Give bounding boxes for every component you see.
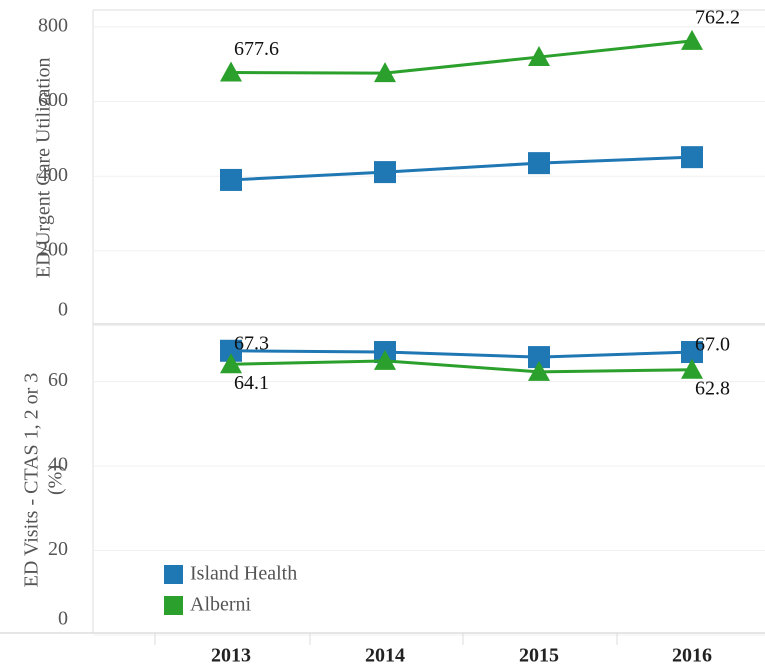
marker <box>681 29 703 50</box>
marker <box>220 61 242 82</box>
legend-label: Alberni <box>190 594 252 616</box>
series-line <box>230 39 693 75</box>
y-axis-title: ED/Urgent Care Utilization <box>33 57 55 278</box>
series-line <box>230 349 693 359</box>
legend-swatch <box>164 596 183 615</box>
marker <box>220 353 242 374</box>
marker <box>374 349 396 370</box>
marker <box>528 346 550 369</box>
y-tick-label: 800 <box>38 14 68 36</box>
marker <box>681 358 703 379</box>
marker <box>681 146 703 169</box>
marker <box>528 360 550 381</box>
data-label: 67.0 <box>695 334 730 356</box>
marker <box>374 62 396 83</box>
x-tick-label: 2013 <box>211 645 251 667</box>
y-tick-label: 200 <box>38 238 68 260</box>
y-tick-label: 40 <box>48 454 68 476</box>
data-label: 677.6 <box>234 38 279 60</box>
data-label: 67.3 <box>234 332 269 354</box>
x-tick-label: 2015 <box>519 645 559 667</box>
legend-label: Island Health <box>190 563 297 585</box>
legend-swatch <box>164 565 183 584</box>
data-label: 62.8 <box>695 377 730 399</box>
marker <box>220 168 242 191</box>
x-tick-label: 2016 <box>672 645 712 667</box>
marker <box>220 339 242 362</box>
y-axis-title: (%) <box>45 465 67 495</box>
series-line <box>230 155 693 182</box>
y-tick-label: 0 <box>58 608 68 630</box>
x-tick-label: 2014 <box>365 645 405 667</box>
series-line <box>230 359 693 374</box>
marker <box>528 46 550 67</box>
marker <box>528 152 550 175</box>
y-axis-title: ED Visits - CTAS 1, 2 or 3 <box>21 373 43 588</box>
data-label: 762.2 <box>695 7 740 29</box>
y-tick-label: 60 <box>48 369 68 391</box>
data-label: 64.1 <box>234 372 269 394</box>
y-tick-label: 20 <box>48 538 68 560</box>
marker <box>681 341 703 364</box>
y-tick-label: 0 <box>58 299 68 321</box>
marker <box>374 161 396 184</box>
y-tick-label: 600 <box>38 89 68 111</box>
y-tick-label: 400 <box>38 164 68 186</box>
